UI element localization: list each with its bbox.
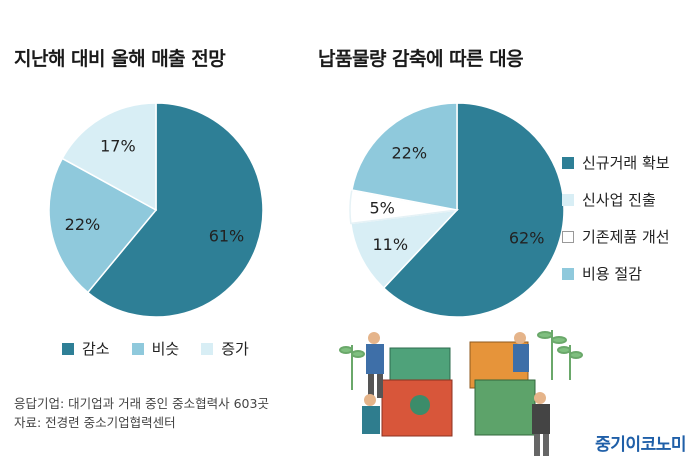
source-note: 응답기업: 대기업과 거래 중인 중소협력사 603곳 자료: 전경련 중소기업… (14, 394, 269, 432)
legend-item: 비슷 (131, 338, 180, 359)
source-respondents: 응답기업: 대기업과 거래 중인 중소협력사 603곳 (14, 396, 269, 411)
source-origin: 자료: 전경련 중소기업협력센터 (14, 415, 176, 430)
illustration-workers-pushing-blocks (339, 330, 583, 456)
legend-swatch (562, 230, 574, 243)
legend-item: 신규거래 확보 (562, 152, 670, 173)
legend-swatch (62, 342, 74, 355)
pie2-value-label-1: 11% (372, 235, 408, 254)
legend-swatch (562, 267, 574, 280)
left-chart-title: 지난해 대비 올해 매출 전망 (14, 48, 226, 70)
legend-swatch (131, 342, 144, 355)
pie1-slice-1 (48, 157, 158, 294)
legend-swatch (562, 156, 574, 169)
legend-label: 신사업 진출 (582, 191, 656, 209)
legend-item: 기존제품 개선 (562, 226, 670, 247)
legend-swatch (562, 193, 574, 206)
pie2-slice-1 (350, 208, 459, 290)
left-chart-legend: 감소 비슷 증가 (62, 338, 249, 359)
legend-label: 비슷 (151, 340, 180, 358)
brand-logo: 중기이코노미 (595, 435, 686, 455)
pie2-slice-0 (382, 102, 565, 318)
legend-label: 비용 절감 (582, 265, 642, 283)
pie1-slice-0 (86, 102, 264, 318)
legend-label: 기존제품 개선 (582, 228, 670, 246)
legend-label: 신규거래 확보 (582, 154, 670, 172)
pie2-value-label-2: 5% (369, 199, 394, 218)
pie2-slice-3 (351, 102, 458, 211)
legend-item: 신사업 진출 (562, 189, 670, 210)
legend-label: 감소 (82, 340, 110, 358)
pie1-value-label-0: 61% (209, 226, 245, 245)
pie1-value-label-2: 17% (100, 137, 136, 156)
legend-label: 증가 (221, 340, 249, 358)
legend-item: 증가 (201, 338, 249, 359)
legend-swatch (201, 342, 214, 355)
legend-item: 비용 절감 (562, 263, 670, 284)
pie1-value-label-1: 22% (65, 215, 101, 234)
pie2-value-label-3: 22% (391, 143, 427, 162)
right-chart-title: 납품물량 감축에 따른 대응 (318, 48, 524, 70)
legend-item: 감소 (62, 338, 110, 359)
pie1-slice-2 (61, 102, 157, 212)
pie2-value-label-0: 62% (509, 229, 545, 248)
